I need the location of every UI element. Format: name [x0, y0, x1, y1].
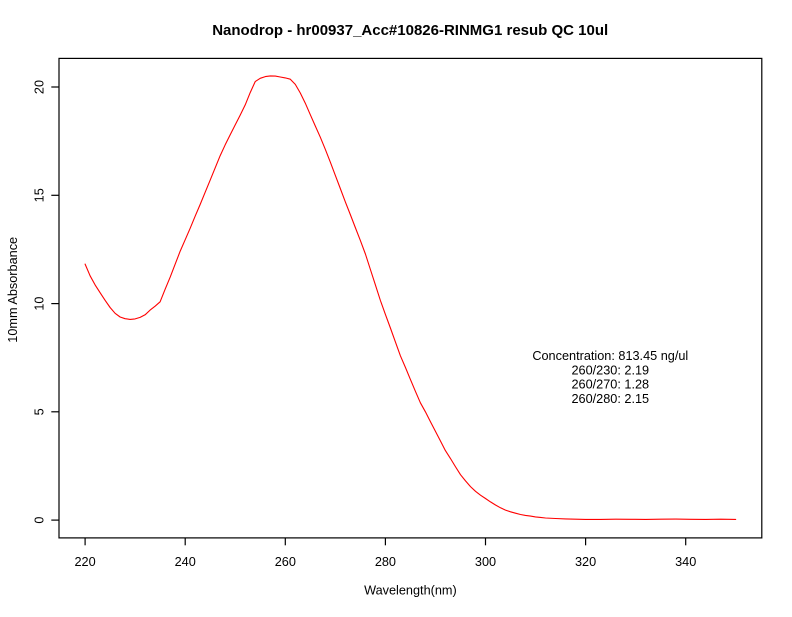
svg-text:10: 10: [33, 297, 47, 311]
svg-text:300: 300: [475, 555, 496, 569]
svg-text:260/280: 2.15: 260/280: 2.15: [571, 392, 649, 406]
svg-text:0: 0: [33, 517, 47, 524]
svg-text:260/270: 1.28: 260/270: 1.28: [571, 378, 649, 392]
svg-text:Nanodrop - hr00937_Acc#10826-R: Nanodrop - hr00937_Acc#10826-RINMG1 resu…: [212, 22, 608, 39]
svg-text:340: 340: [675, 555, 696, 569]
svg-text:20: 20: [33, 80, 47, 94]
svg-text:Concentration: 813.45 ng/ul: Concentration: 813.45 ng/ul: [532, 349, 688, 363]
svg-text:240: 240: [175, 555, 196, 569]
svg-text:260: 260: [275, 555, 296, 569]
svg-text:5: 5: [33, 408, 47, 415]
svg-text:10mm Absorbance: 10mm Absorbance: [6, 237, 20, 343]
svg-text:280: 280: [375, 555, 396, 569]
svg-text:320: 320: [575, 555, 596, 569]
svg-text:Wavelength(nm): Wavelength(nm): [364, 584, 457, 598]
svg-text:260/230: 2.19: 260/230: 2.19: [571, 363, 649, 377]
svg-text:15: 15: [33, 188, 47, 202]
svg-text:220: 220: [75, 555, 96, 569]
